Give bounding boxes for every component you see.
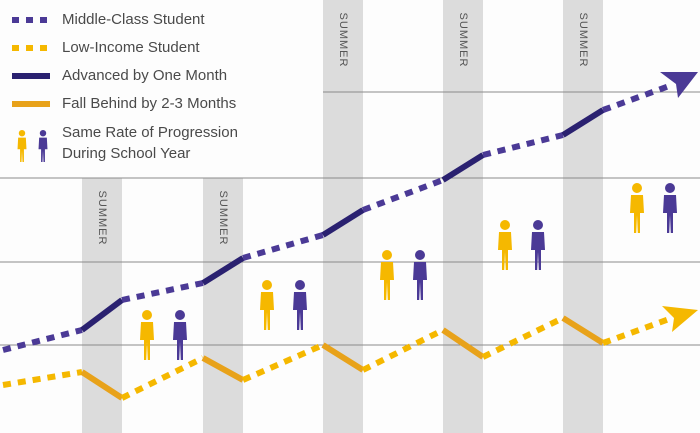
middle-class-line bbox=[441, 152, 485, 183]
low-income-line bbox=[2, 369, 83, 388]
legend-label: Low-Income Student bbox=[62, 39, 200, 56]
low-income-line bbox=[120, 355, 205, 401]
person-body bbox=[140, 322, 154, 360]
legend-label: Advanced by One Month bbox=[62, 67, 227, 84]
person-body bbox=[293, 292, 307, 330]
person-body bbox=[413, 262, 427, 300]
summer-label: SUMMER bbox=[96, 191, 108, 246]
person-head bbox=[295, 280, 305, 290]
person-head bbox=[18, 130, 26, 137]
low-income-line bbox=[80, 369, 124, 401]
middle-class-line bbox=[321, 207, 365, 238]
legend-label: Fall Behind by 2-3 Months bbox=[62, 95, 236, 112]
arrowhead bbox=[662, 306, 698, 332]
person-body bbox=[260, 292, 274, 330]
person-head bbox=[500, 220, 510, 230]
legend-bg bbox=[0, 0, 320, 170]
person-head bbox=[665, 183, 675, 193]
summer-label: SUMMER bbox=[217, 191, 229, 246]
figures bbox=[140, 183, 677, 360]
person-body bbox=[17, 137, 27, 162]
summer-label: SUMMER bbox=[337, 13, 349, 68]
middle-class-line bbox=[2, 327, 83, 353]
person-head bbox=[175, 310, 185, 320]
legend-label: Middle-Class Student bbox=[62, 11, 205, 28]
summer-bands: SUMMER SUMMER SUMMER SUMMER SUMMER bbox=[82, 0, 603, 433]
low-income-line bbox=[441, 327, 485, 360]
person-head bbox=[533, 220, 543, 230]
person-body bbox=[498, 232, 512, 270]
person-body bbox=[630, 195, 644, 233]
person-body bbox=[531, 232, 545, 270]
gridlines bbox=[0, 91, 700, 346]
summer-band bbox=[563, 0, 603, 433]
person-head bbox=[262, 280, 272, 290]
summer-label: SUMMER bbox=[457, 13, 469, 68]
person-head bbox=[382, 250, 392, 260]
low-income-line bbox=[601, 315, 674, 346]
person-head bbox=[142, 310, 152, 320]
low-income-line bbox=[321, 342, 365, 373]
arrowhead bbox=[660, 72, 698, 98]
middle-class-line bbox=[601, 82, 674, 113]
person-body bbox=[663, 195, 677, 233]
middle-class-line bbox=[561, 107, 605, 138]
summer-label: SUMMER bbox=[577, 13, 589, 68]
progress-lines bbox=[2, 72, 698, 401]
middle-class-line bbox=[201, 255, 245, 286]
summer-band bbox=[443, 0, 483, 433]
person-body bbox=[38, 137, 48, 162]
legend-label: Same Rate of Progression bbox=[62, 124, 238, 141]
person-body bbox=[380, 262, 394, 300]
legend: Middle-Class Student Low-Income Student … bbox=[0, 0, 320, 170]
low-income-line bbox=[201, 355, 245, 383]
person-head bbox=[39, 130, 47, 137]
middle-class-line bbox=[80, 297, 124, 333]
person-head bbox=[415, 250, 425, 260]
low-income-line bbox=[561, 315, 605, 346]
legend-figures bbox=[17, 130, 48, 162]
legend-label: During School Year bbox=[62, 145, 190, 162]
person-body bbox=[173, 322, 187, 360]
person-head bbox=[632, 183, 642, 193]
summer-band bbox=[203, 178, 243, 433]
